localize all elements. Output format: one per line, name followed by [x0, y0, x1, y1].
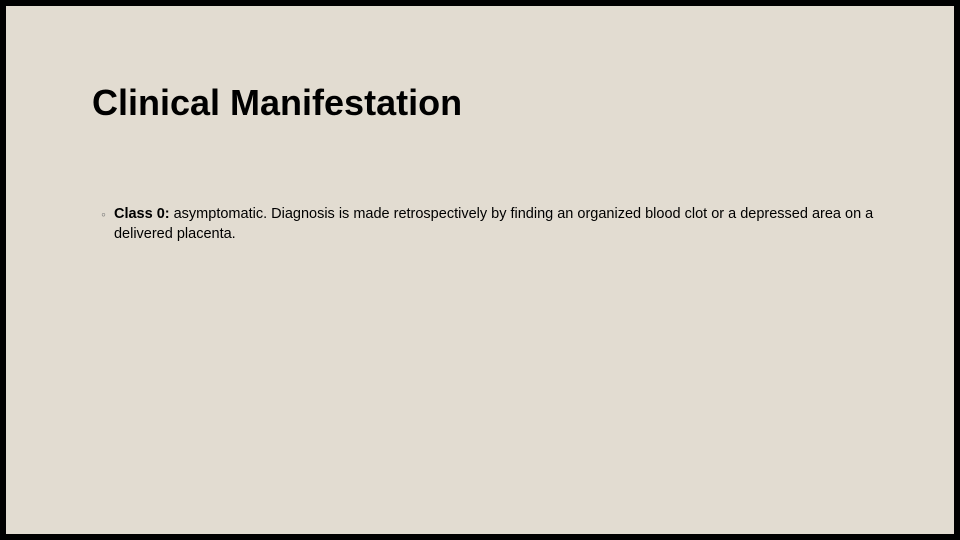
- bullet-marker-icon: ◦: [101, 204, 106, 224]
- slide-title: Clinical Manifestation: [92, 82, 462, 124]
- bullet-body: asymptomatic. Diagnosis is made retrospe…: [114, 206, 873, 242]
- bullet-text: Class 0: asymptomatic. Diagnosis is made…: [114, 204, 881, 244]
- bullet-lead: Class 0:: [114, 206, 170, 222]
- bullet-item: ◦ Class 0: asymptomatic. Diagnosis is ma…: [101, 204, 881, 244]
- slide: Clinical Manifestation ◦ Class 0: asympt…: [6, 6, 954, 534]
